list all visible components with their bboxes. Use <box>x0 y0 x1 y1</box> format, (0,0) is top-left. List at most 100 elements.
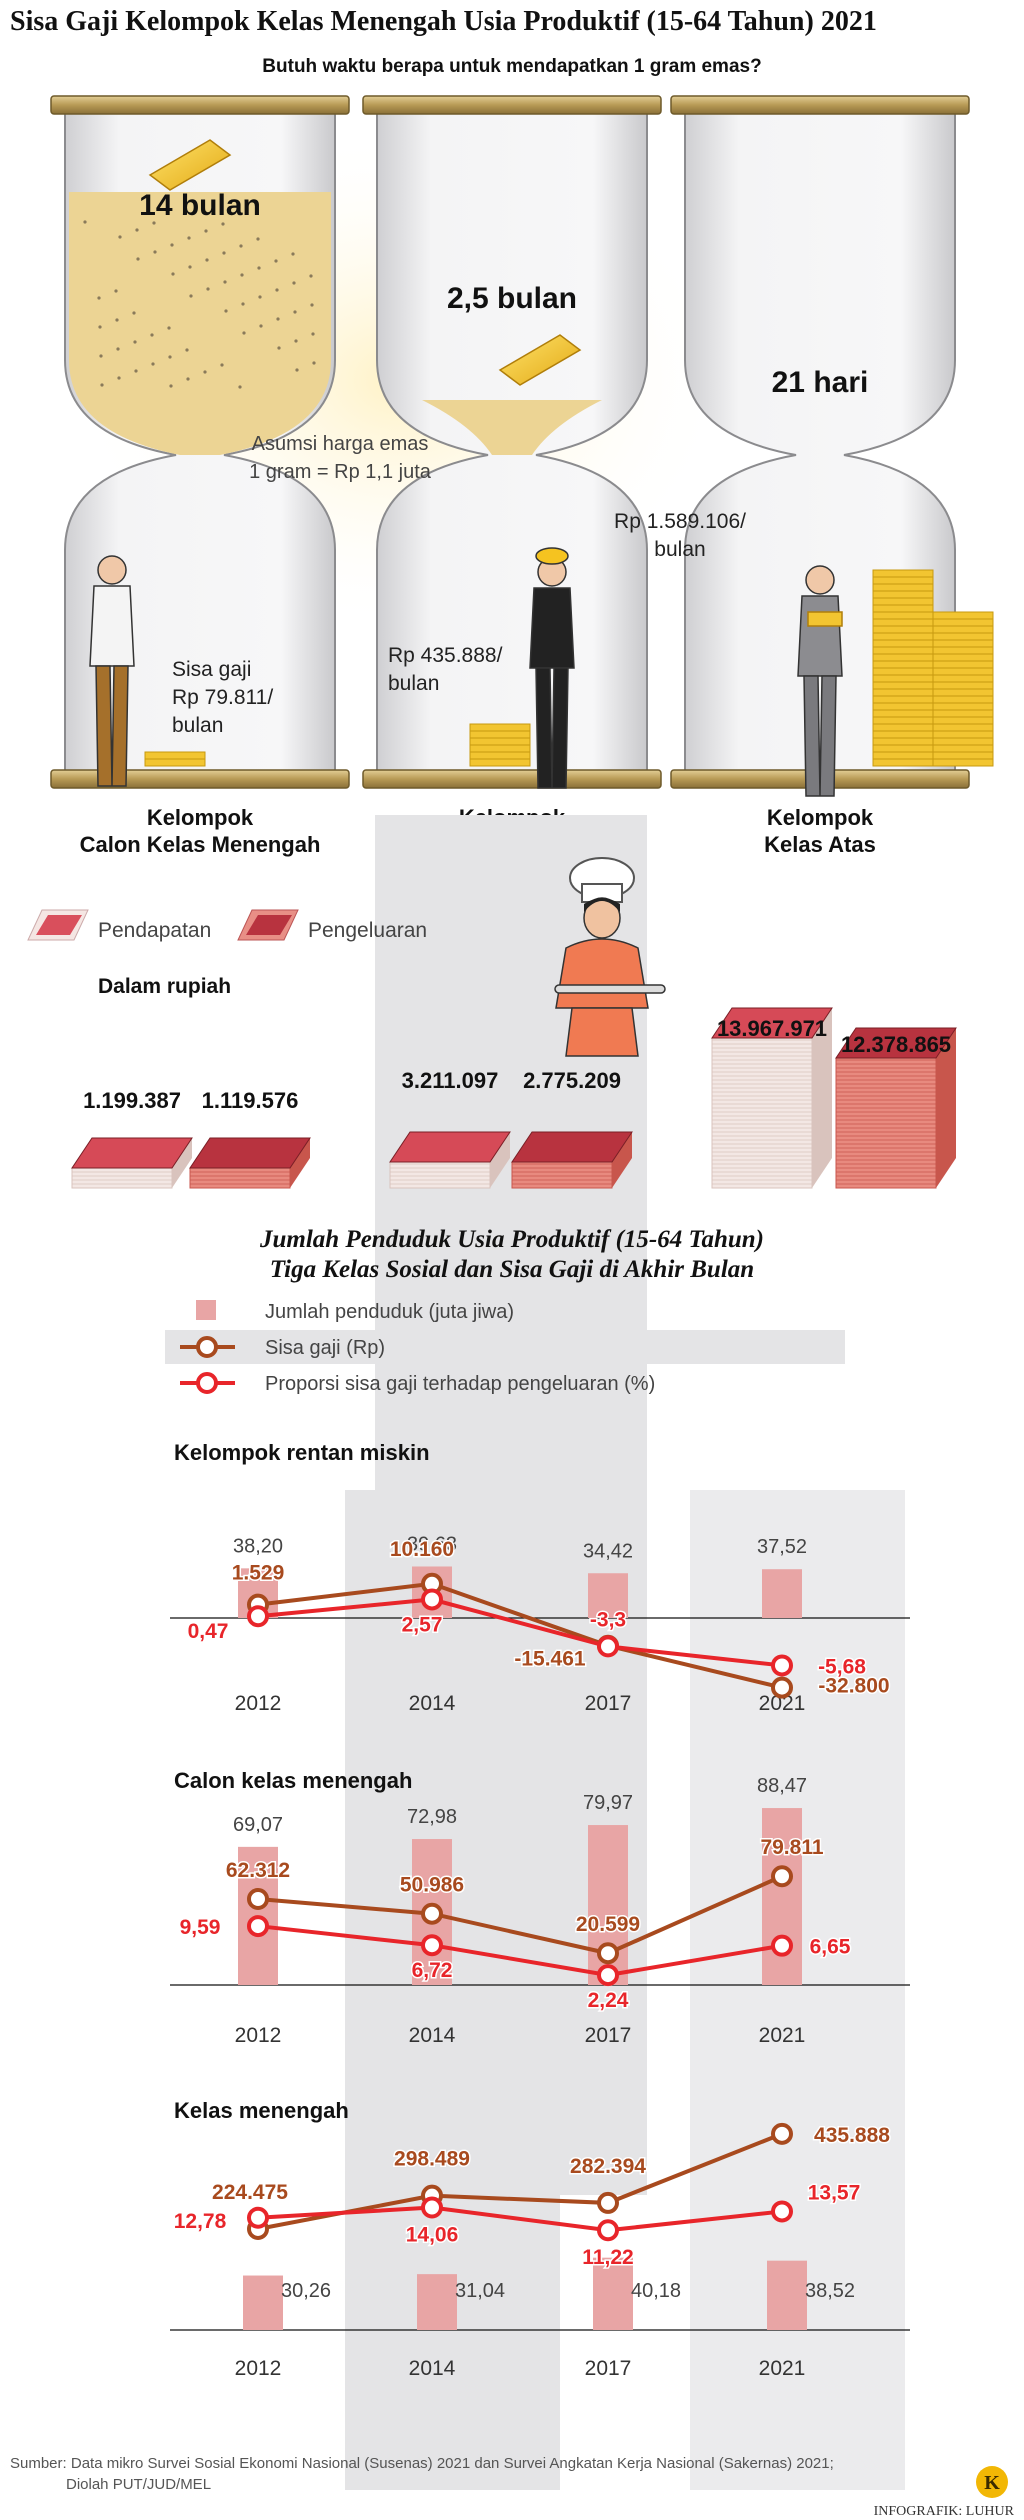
stack-body <box>711 1037 813 1189</box>
money-legend: Pendapatan Pengeluaran Dalam rupiah <box>27 909 427 998</box>
coin-stack-group1 <box>144 751 206 767</box>
sand-grain <box>274 259 278 263</box>
year-tick-label: 2014 <box>409 1692 456 1715</box>
year-band-2014-charts <box>345 1490 560 2490</box>
salary-label-line: Rp 79.811/ <box>172 686 273 709</box>
salary-label-line: Sisa gaji <box>172 658 251 681</box>
population-value-label: 38,20 <box>233 1535 283 1557</box>
income-stack <box>389 1131 511 1189</box>
salary-value-label: -15.461 <box>514 1648 586 1671</box>
sand-grain <box>170 243 174 247</box>
gold-coin <box>932 695 994 704</box>
sand-grain <box>167 326 171 330</box>
year-tick-label: 2021 <box>759 2024 806 2047</box>
sand-grain <box>310 303 314 307</box>
proportion-point <box>421 2196 443 2219</box>
stack-top-note <box>511 1131 633 1163</box>
proportion-point <box>597 2219 619 2242</box>
gold-bar-icon <box>498 334 582 386</box>
stack-side <box>612 1132 632 1188</box>
income-legend-swatch <box>27 909 89 941</box>
salary-value-label: 50.986 <box>400 1874 464 1897</box>
salary-line <box>257 1581 783 1690</box>
population-value-label: 39,63 <box>407 1533 457 1555</box>
proportion-line <box>257 2205 783 2233</box>
coin-stack-group3-b <box>932 611 994 767</box>
salary-value-label: 435.888 <box>814 2124 890 2147</box>
sand-grain <box>240 273 244 277</box>
hourglass-bottom-cap <box>362 769 662 789</box>
stack-side <box>172 1138 192 1188</box>
sand-grain <box>168 355 172 359</box>
sand-grain <box>292 281 296 285</box>
proportion-value-label: 12,78 <box>174 2210 227 2233</box>
proportion-point <box>597 1635 619 1658</box>
hourglass-bottom-cap <box>50 769 350 789</box>
woman-hardhat-illustration <box>529 557 575 789</box>
gold-coin <box>932 639 994 648</box>
population-value-label: 38,52 <box>805 2280 855 2302</box>
legend-population-swatch <box>196 1300 216 1320</box>
stack-top-note <box>711 1007 833 1039</box>
stack-top-note <box>835 1027 957 1059</box>
sand-grain <box>205 258 209 262</box>
proportion-value-label: -5,68 <box>818 1655 866 1678</box>
sand-grain <box>223 280 227 284</box>
salary-point <box>771 1865 793 1888</box>
proportion-point <box>771 1654 793 1677</box>
page-subtitle: Butuh waktu berapa untuk mendapatkan 1 g… <box>262 56 761 77</box>
sand-grain <box>258 295 262 299</box>
chart-2: Calon kelas menengah 69,07 72,98 79,97 88,47… <box>170 1768 910 2047</box>
infographic-credit: INFOGRAFIK: LUHUR <box>874 2504 1015 2519</box>
proportion-point <box>421 1934 443 1957</box>
sand-grain <box>277 346 281 350</box>
sand-grain <box>136 257 140 261</box>
salary-value-label: 62.312 <box>226 1859 290 1882</box>
proportion-value-label: 0,47 <box>188 1620 229 1643</box>
salary-label-line: bulan <box>654 538 705 561</box>
year-tick-label: 2012 <box>235 1692 282 1715</box>
expense-value-label: 2.775.209 <box>523 1068 621 1093</box>
sand-grain <box>241 302 245 306</box>
population-bar <box>762 1569 802 1618</box>
proportion-value-label: 6,65 <box>810 1936 851 1959</box>
year-tick-label: 2021 <box>759 2357 806 2380</box>
gold-coin <box>872 709 934 718</box>
salary-line <box>257 1874 783 1956</box>
salary-point <box>421 1902 443 1925</box>
sand-top <box>422 400 602 455</box>
salary-label-line: Rp 1.589.106/ <box>614 510 746 533</box>
sand-grain <box>203 370 207 374</box>
group-label-line: Kelompok <box>767 805 874 830</box>
group-label-line: Kelompok <box>147 805 254 830</box>
proportion-line <box>257 1924 783 1978</box>
legend-salary-marker <box>196 1336 218 1358</box>
sand-grain <box>153 250 157 254</box>
section2-title-line1: Jumlah Penduduk Usia Produktif (15-64 Ta… <box>259 1226 764 1253</box>
section2-title-line2: Tiga Kelas Sosial dan Sisa Gaji di Akhir… <box>270 1256 754 1283</box>
salary-label-line: bulan <box>172 714 223 737</box>
gold-coin <box>469 758 531 767</box>
sand-grain <box>204 229 208 233</box>
gold-coin <box>872 674 934 683</box>
stack-body <box>71 1167 173 1189</box>
year-tick-label: 2012 <box>235 2024 282 2047</box>
gold-coin <box>872 688 934 697</box>
legend-population-label: Jumlah penduduk (juta jiwa) <box>265 1301 514 1323</box>
gold-coin <box>872 618 934 627</box>
gold-coin <box>872 716 934 725</box>
gold-coin <box>872 702 934 711</box>
person-legs <box>803 675 837 797</box>
year-tick-label: 2017 <box>585 2024 632 2047</box>
sand-grain <box>118 235 122 239</box>
sand-grain <box>97 296 101 300</box>
group-label-line: Calon Kelas Menengah <box>80 832 321 857</box>
sand-grain <box>117 376 121 380</box>
year-band-2021-charts <box>690 1490 905 2490</box>
gold-coin <box>932 702 994 711</box>
sand-grain <box>133 340 137 344</box>
gold-coin <box>932 716 994 725</box>
gold-coin <box>872 744 934 753</box>
sand-grain <box>152 221 156 225</box>
chart-title: Kelompok rentan miskin <box>174 1440 430 1465</box>
